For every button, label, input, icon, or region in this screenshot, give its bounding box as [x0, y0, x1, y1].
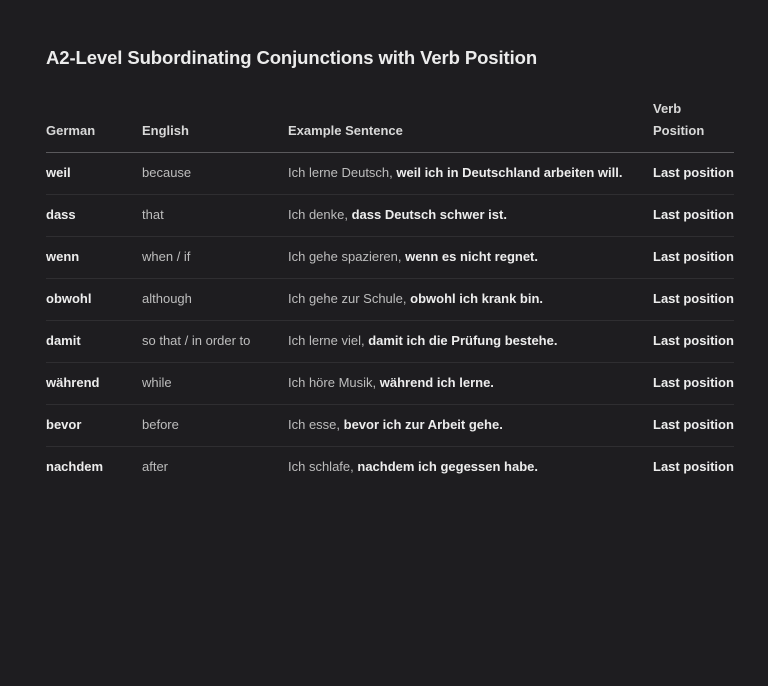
example-cell: Ich gehe zur Schule, obwohl ich krank bi… — [288, 278, 653, 321]
english-cell: so that / in order to — [142, 320, 288, 363]
verb-position-cell: Last position — [653, 459, 734, 474]
example-subordinate-clause: nachdem ich gegessen habe. — [357, 459, 538, 474]
german-cell: bevor — [46, 404, 142, 447]
example-main-clause: Ich gehe zur Schule, — [288, 291, 411, 306]
conjunctions-table: German English Example Sentence Verb Pos… — [46, 98, 734, 488]
example-main-clause: Ich lerne viel, — [288, 333, 369, 348]
example-cell: Ich gehe spazieren, wenn es nicht regnet… — [288, 236, 653, 279]
table-row: bevor before Ich esse, bevor ich zur Arb… — [46, 404, 734, 447]
example-main-clause: Ich denke, — [288, 207, 352, 222]
example-subordinate-clause: obwohl ich krank bin. — [410, 291, 544, 306]
example-subordinate-clause: wenn es nicht regnet. — [405, 249, 538, 264]
verb-position-cell: Last position — [653, 362, 734, 405]
example-cell: Ich schlafe, nachdem ich gegessen habe. — [288, 447, 653, 489]
german-cell: weil — [46, 152, 142, 195]
verb-position-cell: Last position — [653, 194, 734, 237]
verb-position-cell: Last position — [653, 404, 734, 447]
table-body: weil because Ich lerne Deutsch, weil ich… — [46, 152, 734, 489]
english-cell: while — [142, 362, 288, 405]
example-subordinate-clause: weil ich in Deutschland arbeiten will. — [396, 165, 623, 180]
english-cell: that — [142, 194, 288, 237]
column-header-example: Example Sentence — [288, 98, 653, 153]
table-row: weil because Ich lerne Deutsch, weil ich… — [46, 152, 734, 195]
example-subordinate-clause: damit ich die Prüfung bestehe. — [368, 333, 558, 348]
column-header-german: German — [46, 98, 142, 153]
example-main-clause: Ich lerne Deutsch, — [288, 165, 397, 180]
verb-position-cell: Last position — [653, 152, 734, 195]
column-header-english: English — [142, 98, 288, 153]
example-main-clause: Ich schlafe, — [288, 459, 358, 474]
german-cell: damit — [46, 320, 142, 363]
example-main-clause: Ich esse, — [288, 417, 344, 432]
example-cell: Ich denke, dass Deutsch schwer ist. — [288, 194, 653, 237]
example-cell: Ich esse, bevor ich zur Arbeit gehe. — [288, 404, 653, 447]
example-cell: Ich lerne Deutsch, weil ich in Deutschla… — [288, 152, 653, 195]
verb-position-cell: Last position — [653, 320, 734, 363]
german-cell: nachdem — [46, 459, 104, 474]
german-cell: obwohl — [46, 278, 142, 321]
table-row: dass that Ich denke, dass Deutsch schwer… — [46, 194, 734, 237]
page: A2-Level Subordinating Conjunctions with… — [46, 47, 734, 488]
table-header-row: German English Example Sentence Verb Pos… — [46, 98, 734, 153]
german-cell: dass — [46, 194, 142, 237]
table-row: während while Ich höre Musik, während ic… — [46, 362, 734, 405]
example-subordinate-clause: bevor ich zur Arbeit gehe. — [343, 417, 503, 432]
example-subordinate-clause: dass Deutsch schwer ist. — [351, 207, 507, 222]
column-header-verb-position: Verb Position — [653, 98, 734, 153]
german-cell: während — [46, 362, 142, 405]
verb-position-cell: Last position — [653, 278, 734, 321]
english-cell: when / if — [142, 236, 288, 279]
verb-position-cell: Last position — [653, 236, 734, 279]
table-row: wenn when / if Ich gehe spazieren, wenn … — [46, 236, 734, 279]
example-main-clause: Ich höre Musik, — [288, 375, 380, 390]
table-row: damit so that / in order to Ich lerne vi… — [46, 320, 734, 363]
english-cell: after — [142, 459, 169, 474]
table-row: nachdem after Ich schlafe, nachdem ich g… — [46, 447, 734, 489]
example-main-clause: Ich gehe spazieren, — [288, 249, 406, 264]
english-cell: before — [142, 404, 288, 447]
page-title: A2-Level Subordinating Conjunctions with… — [46, 47, 538, 68]
german-cell: wenn — [46, 236, 142, 279]
table-row: obwohl although Ich gehe zur Schule, obw… — [46, 278, 734, 321]
example-cell: Ich höre Musik, während ich lerne. — [288, 362, 653, 405]
example-cell: Ich lerne viel, damit ich die Prüfung be… — [288, 320, 653, 363]
example-subordinate-clause: während ich lerne. — [379, 375, 494, 390]
english-cell: although — [142, 278, 288, 321]
english-cell: because — [142, 152, 288, 195]
